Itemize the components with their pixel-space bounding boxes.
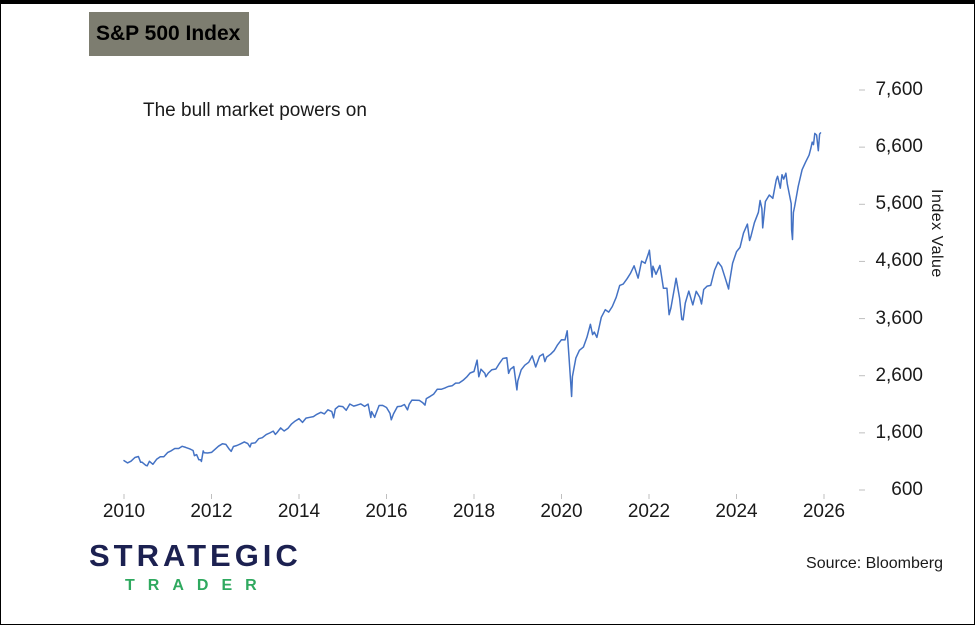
x-axis-tick-label: 2012 (190, 501, 233, 522)
y-axis-tick-label: 6,600 (875, 136, 923, 158)
x-axis-tick-label: 2024 (715, 501, 758, 522)
y-axis-tickmarks (859, 89, 865, 491)
brand-subname: TRADER (125, 577, 270, 594)
y-axis-tick-label: 5,600 (875, 193, 923, 215)
x-axis-tick-label: 2014 (277, 501, 321, 522)
sp500-price-line (123, 132, 822, 467)
x-axis-tick-label: 2026 (802, 501, 846, 522)
x-axis-tick-label: 2018 (452, 501, 496, 522)
brand-logo: STRATEGIC TRADER (89, 538, 302, 595)
x-axis-tickmarks (123, 494, 825, 499)
y-axis-tick-label: 1,600 (875, 421, 923, 443)
y-axis-tick-label: 4,600 (875, 250, 923, 272)
y-axis-tick-label: 2,600 (875, 364, 923, 386)
x-axis-tick-label: 2022 (627, 501, 671, 522)
y-axis-title: Index Value (928, 189, 945, 278)
y-axis-tick-label: 7,600 (875, 79, 923, 100)
x-axis-tick-label: 2010 (102, 501, 146, 522)
source-credit: Source: Bloomberg (806, 555, 943, 572)
x-axis-tick-label: 2020 (540, 501, 583, 522)
x-axis-tick-label: 2016 (365, 501, 408, 522)
chart-title-box: S&P 500 Index (89, 12, 249, 56)
brand-name: STRATEGIC (89, 538, 302, 573)
y-axis-tick-label: 600 (891, 479, 923, 500)
chart-title: S&P 500 Index (96, 22, 241, 45)
chart-subtitle: The bull market powers on (143, 100, 367, 121)
sp500-line-chart (123, 89, 865, 499)
y-axis-tick-label: 3,600 (875, 307, 923, 329)
